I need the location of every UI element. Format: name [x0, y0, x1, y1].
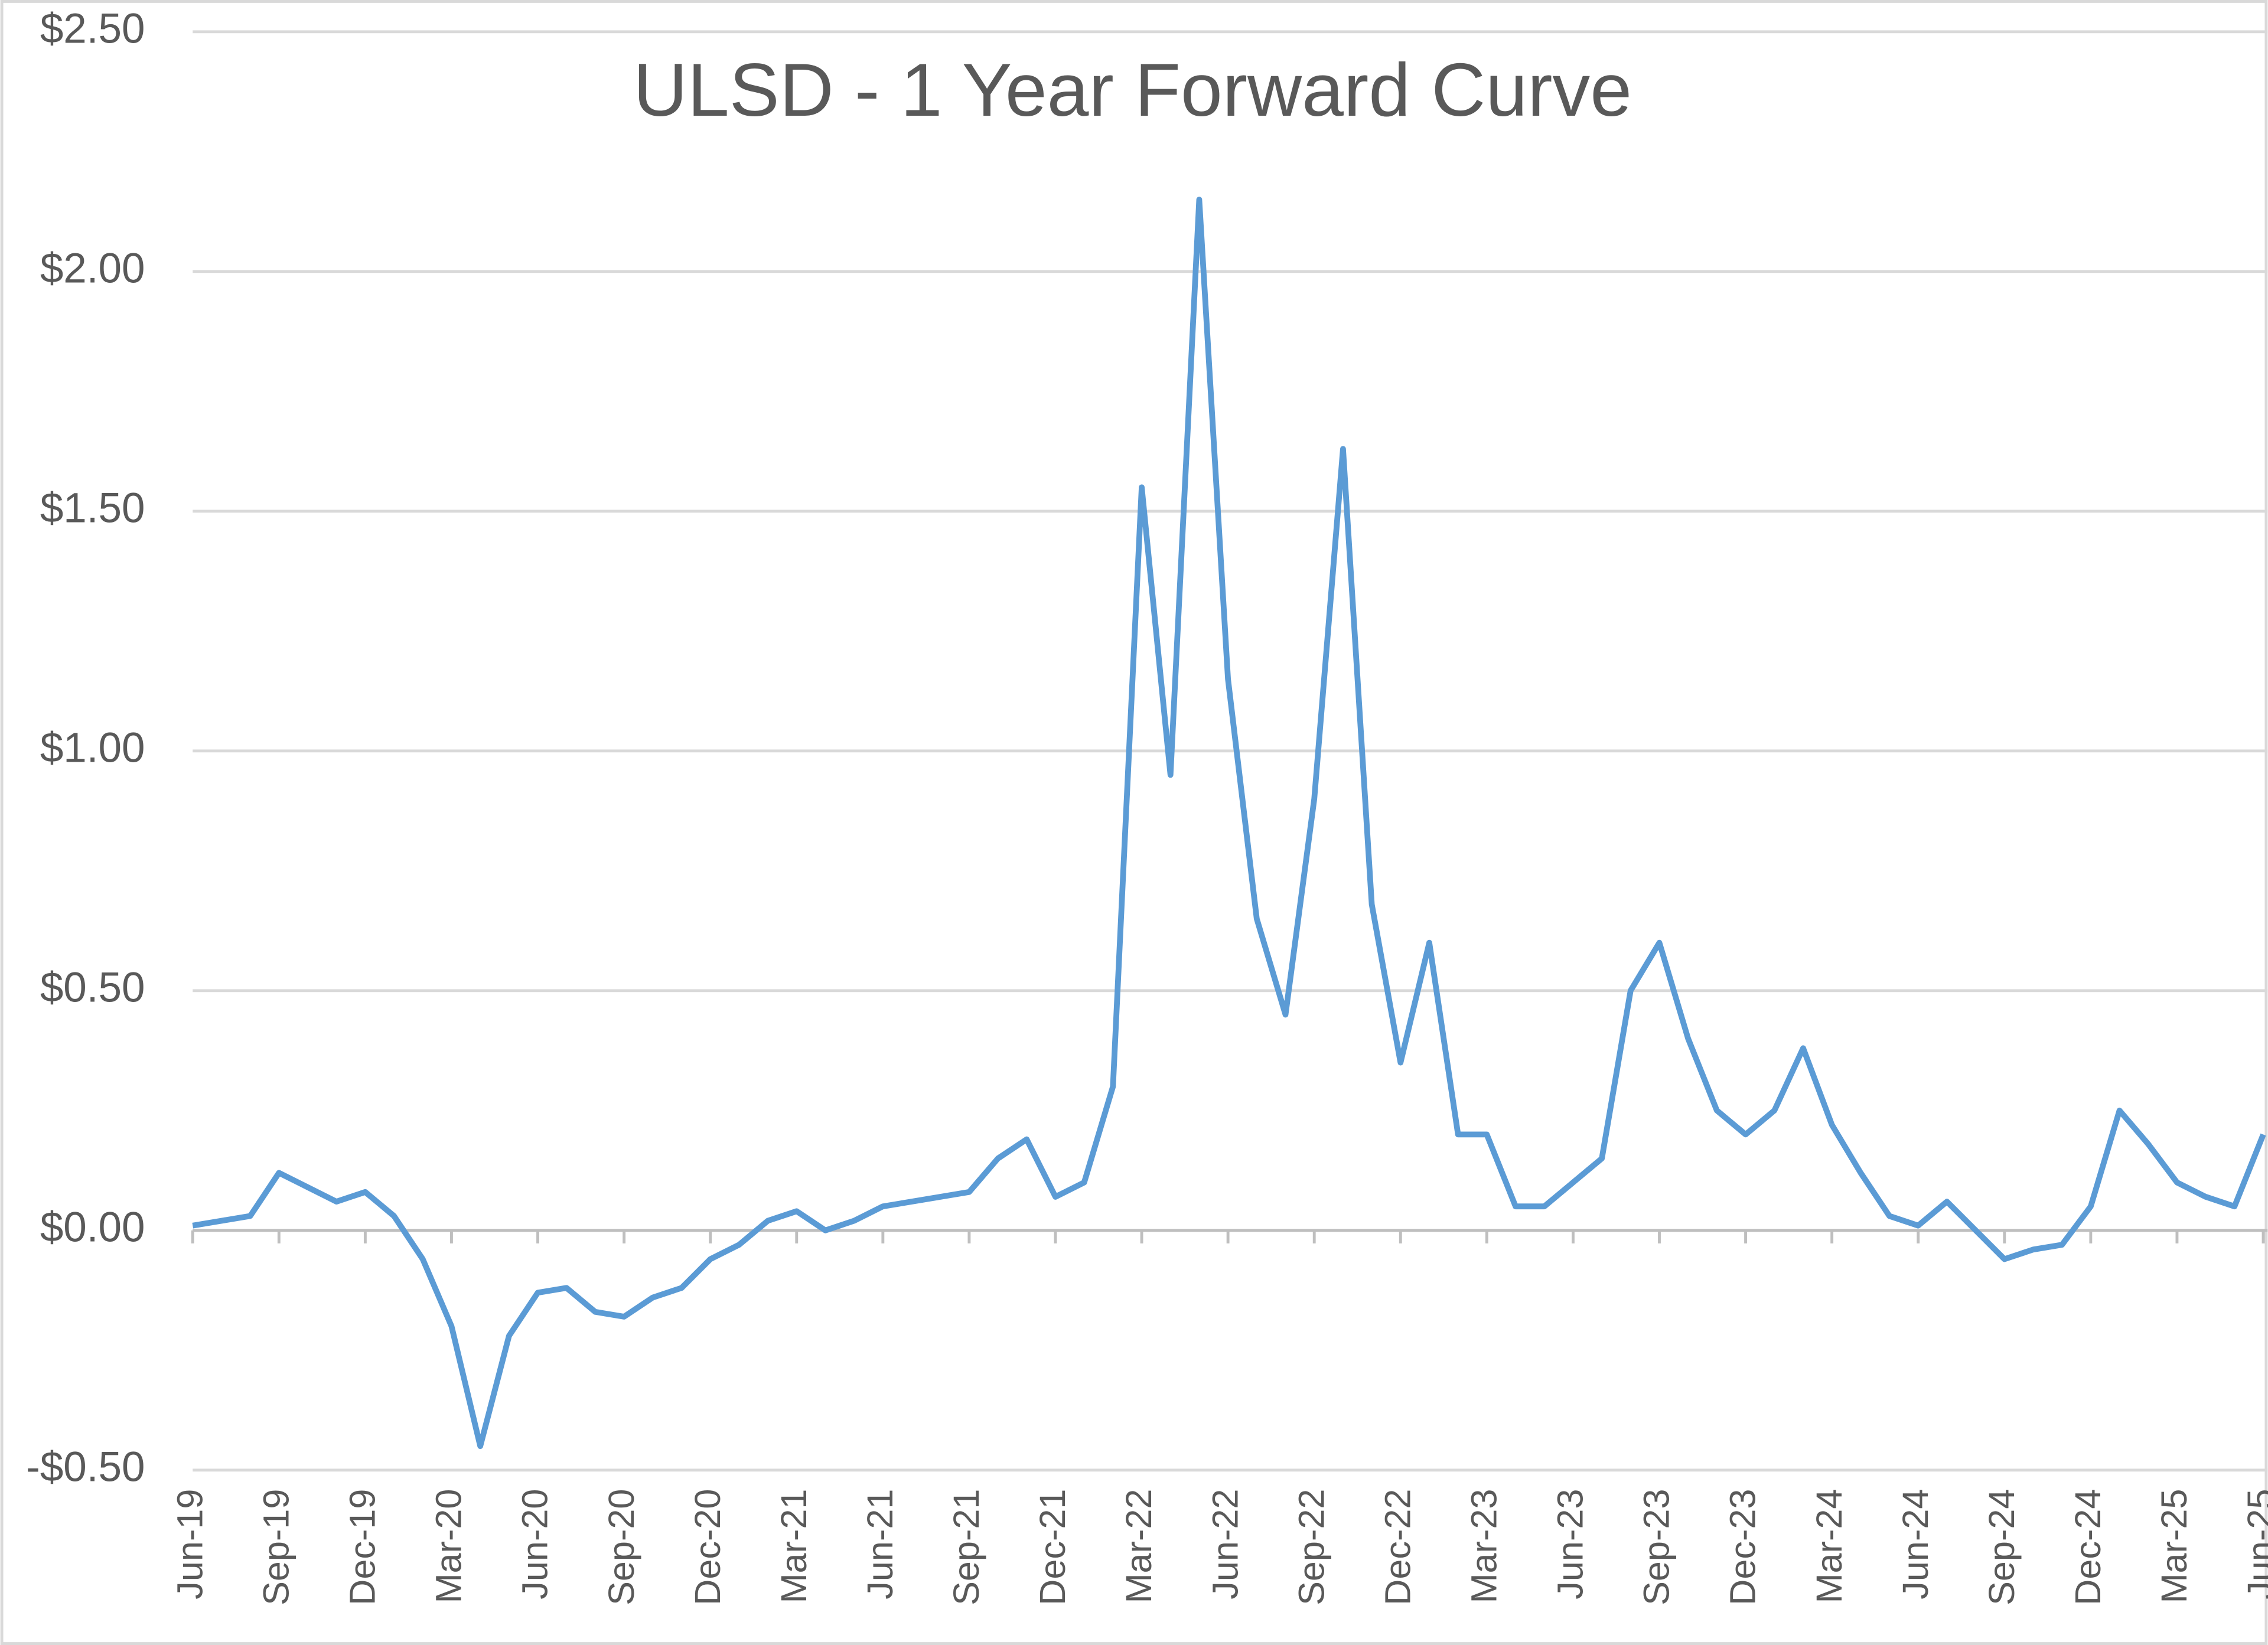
x-tick-label: Dec-22: [1377, 1489, 1418, 1605]
x-tick-label: Sep-19: [256, 1489, 296, 1605]
y-tick-label: $0.50: [40, 965, 145, 1011]
x-tick-label: Mar-20: [429, 1489, 469, 1604]
chart-title: ULSD - 1 Year Forward Curve: [633, 48, 1632, 132]
x-tick-label: Jun-25: [2240, 1489, 2268, 1600]
x-tick-label: Mar-25: [2154, 1489, 2194, 1604]
y-tick-label: $1.50: [40, 485, 145, 532]
y-tick-label: $2.50: [40, 6, 145, 53]
x-tick-label: Mar-21: [774, 1489, 814, 1604]
x-tick-label: Mar-24: [1809, 1489, 1849, 1604]
x-tick-label: Jun-21: [860, 1489, 900, 1600]
line-series: [192, 197, 2266, 1450]
x-tick-label: Dec-20: [687, 1489, 728, 1605]
x-tick-label: Mar-22: [1119, 1489, 1159, 1604]
x-tick-label: Dec-19: [343, 1489, 383, 1605]
x-tick-label: Jun-19: [170, 1489, 210, 1600]
x-tick-label: Jun-23: [1550, 1489, 1591, 1600]
y-tick-label: -$0.50: [26, 1444, 145, 1491]
x-tick-label: Jun-20: [515, 1489, 555, 1600]
y-tick-label: $0.00: [40, 1205, 145, 1251]
x-tick-label: Sep-22: [1291, 1489, 1331, 1605]
y-tick-label: $2.00: [40, 246, 145, 292]
x-tick-label: Dec-23: [1723, 1489, 1763, 1605]
y-tick-label: $1.00: [40, 725, 145, 772]
x-tick-label: Jun-22: [1205, 1489, 1245, 1600]
x-tick-label: Mar-23: [1464, 1489, 1504, 1604]
x-tick-label: Sep-23: [1637, 1489, 1677, 1605]
x-tick-label: Sep-20: [601, 1489, 641, 1605]
x-tick-label: Sep-21: [946, 1489, 986, 1605]
x-tick-label: Jun-24: [1895, 1489, 1935, 1600]
x-tick-label: Dec-21: [1032, 1489, 1073, 1605]
x-tick-label: Sep-24: [1982, 1489, 2022, 1605]
x-tick-label: Dec-24: [2068, 1489, 2108, 1605]
